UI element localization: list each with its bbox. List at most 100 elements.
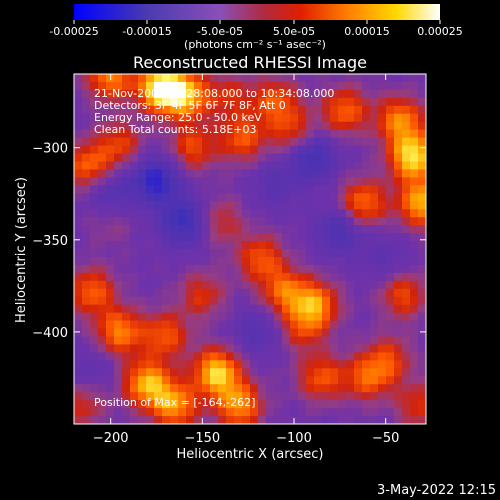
heatmap-cell [266, 296, 275, 306]
heatmap-cell [114, 145, 123, 155]
heatmap-cell [234, 416, 243, 424]
heatmap-cell [226, 384, 235, 393]
heatmap-cell [362, 256, 371, 266]
heatmap-cell [114, 241, 123, 250]
heatmap-cell [370, 97, 379, 107]
heatmap-cell [186, 209, 195, 218]
heatmap-cell [194, 360, 203, 369]
heatmap-cell [234, 137, 243, 147]
heatmap-cell [178, 392, 187, 401]
heatmap-cell [130, 225, 139, 234]
heatmap-cell [194, 312, 203, 322]
heatmap-cell [418, 280, 426, 290]
heatmap-cell [386, 400, 395, 409]
heatmap-cell [362, 185, 371, 194]
heatmap-cell [202, 129, 211, 139]
heatmap-cell [314, 185, 323, 194]
heatmap-cell [186, 233, 195, 242]
heatmap-cell [338, 193, 347, 202]
heatmap-cell [314, 193, 323, 202]
heatmap-cell [130, 408, 139, 417]
heatmap-cell [82, 233, 91, 242]
heatmap-cell [314, 296, 323, 306]
heatmap-cell [410, 161, 419, 171]
heatmap-cell [82, 304, 91, 314]
heatmap-cell [346, 145, 355, 155]
heatmap-cell [162, 336, 171, 346]
heatmap-cell [378, 264, 387, 274]
heatmap-cell [258, 113, 267, 123]
heatmap-cell [170, 129, 179, 139]
heatmap-cell [354, 185, 363, 194]
heatmap-cell [266, 352, 275, 361]
heatmap-cell [170, 256, 179, 266]
heatmap-cell [74, 105, 83, 115]
heatmap-cell [242, 336, 251, 346]
heatmap-cell [90, 137, 99, 147]
heatmap-cell [130, 312, 139, 322]
heatmap-cell [146, 209, 155, 218]
heatmap-cell [362, 320, 371, 330]
heatmap-cell [370, 320, 379, 330]
heatmap-cell [330, 121, 339, 131]
heatmap-cell [362, 376, 371, 385]
heatmap-cell [402, 161, 411, 171]
heatmap-cell [250, 256, 259, 266]
heatmap-cell [418, 225, 426, 234]
heatmap-cell [210, 129, 219, 139]
heatmap-cell [346, 392, 355, 401]
heatmap-cell [202, 81, 211, 91]
heatmap-cell [210, 105, 219, 115]
heatmap-cell [258, 288, 267, 298]
heatmap-cell [106, 376, 115, 385]
heatmap-cell [306, 169, 315, 178]
heatmap-cell [82, 145, 91, 155]
heatmap-cell [122, 320, 131, 330]
heatmap-cell [202, 288, 211, 298]
heatmap-cell [210, 145, 219, 155]
heatmap-cell [354, 193, 363, 202]
heatmap-cell [410, 209, 419, 218]
heatmap-cell [146, 384, 155, 393]
heatmap-cell [146, 400, 155, 409]
heatmap-cell [90, 280, 99, 290]
heatmap-cell [146, 304, 155, 314]
heatmap-cell [410, 256, 419, 266]
heatmap-cell [266, 185, 275, 194]
heatmap-cell [282, 193, 291, 202]
heatmap-cell [402, 81, 411, 91]
heatmap-cell [210, 153, 219, 163]
heatmap-cell [122, 376, 131, 385]
heatmap-cell [338, 408, 347, 417]
heatmap-cell [282, 328, 291, 338]
heatmap-cell [194, 264, 203, 274]
heatmap-cell [386, 384, 395, 393]
heatmap-cell [242, 129, 251, 139]
heatmap-cell [282, 352, 291, 361]
heatmap-cell [378, 344, 387, 353]
heatmap-cell [82, 352, 91, 361]
heatmap-cell [114, 312, 123, 322]
heatmap-cell [250, 233, 259, 242]
heatmap-cell [210, 360, 219, 369]
heatmap-cell [258, 304, 267, 314]
heatmap-cell [186, 416, 195, 424]
heatmap-cell [194, 97, 203, 107]
heatmap-cell [298, 153, 307, 163]
heatmap-cell [258, 392, 267, 401]
heatmap-cell [178, 376, 187, 385]
heatmap-cell [410, 74, 419, 83]
heatmap-cell [122, 392, 131, 401]
heatmap-cell [378, 376, 387, 385]
heatmap-cell [410, 249, 419, 258]
heatmap-cell [138, 344, 147, 353]
heatmap-cell [378, 105, 387, 115]
heatmap-cell [74, 217, 83, 226]
heatmap-cell [122, 344, 131, 353]
heatmap-cell [210, 312, 219, 322]
heatmap-cell [202, 296, 211, 306]
heatmap-cell [234, 217, 243, 226]
heatmap-cell [234, 177, 243, 186]
heatmap-cell [90, 360, 99, 369]
heatmap-cell [114, 408, 123, 417]
